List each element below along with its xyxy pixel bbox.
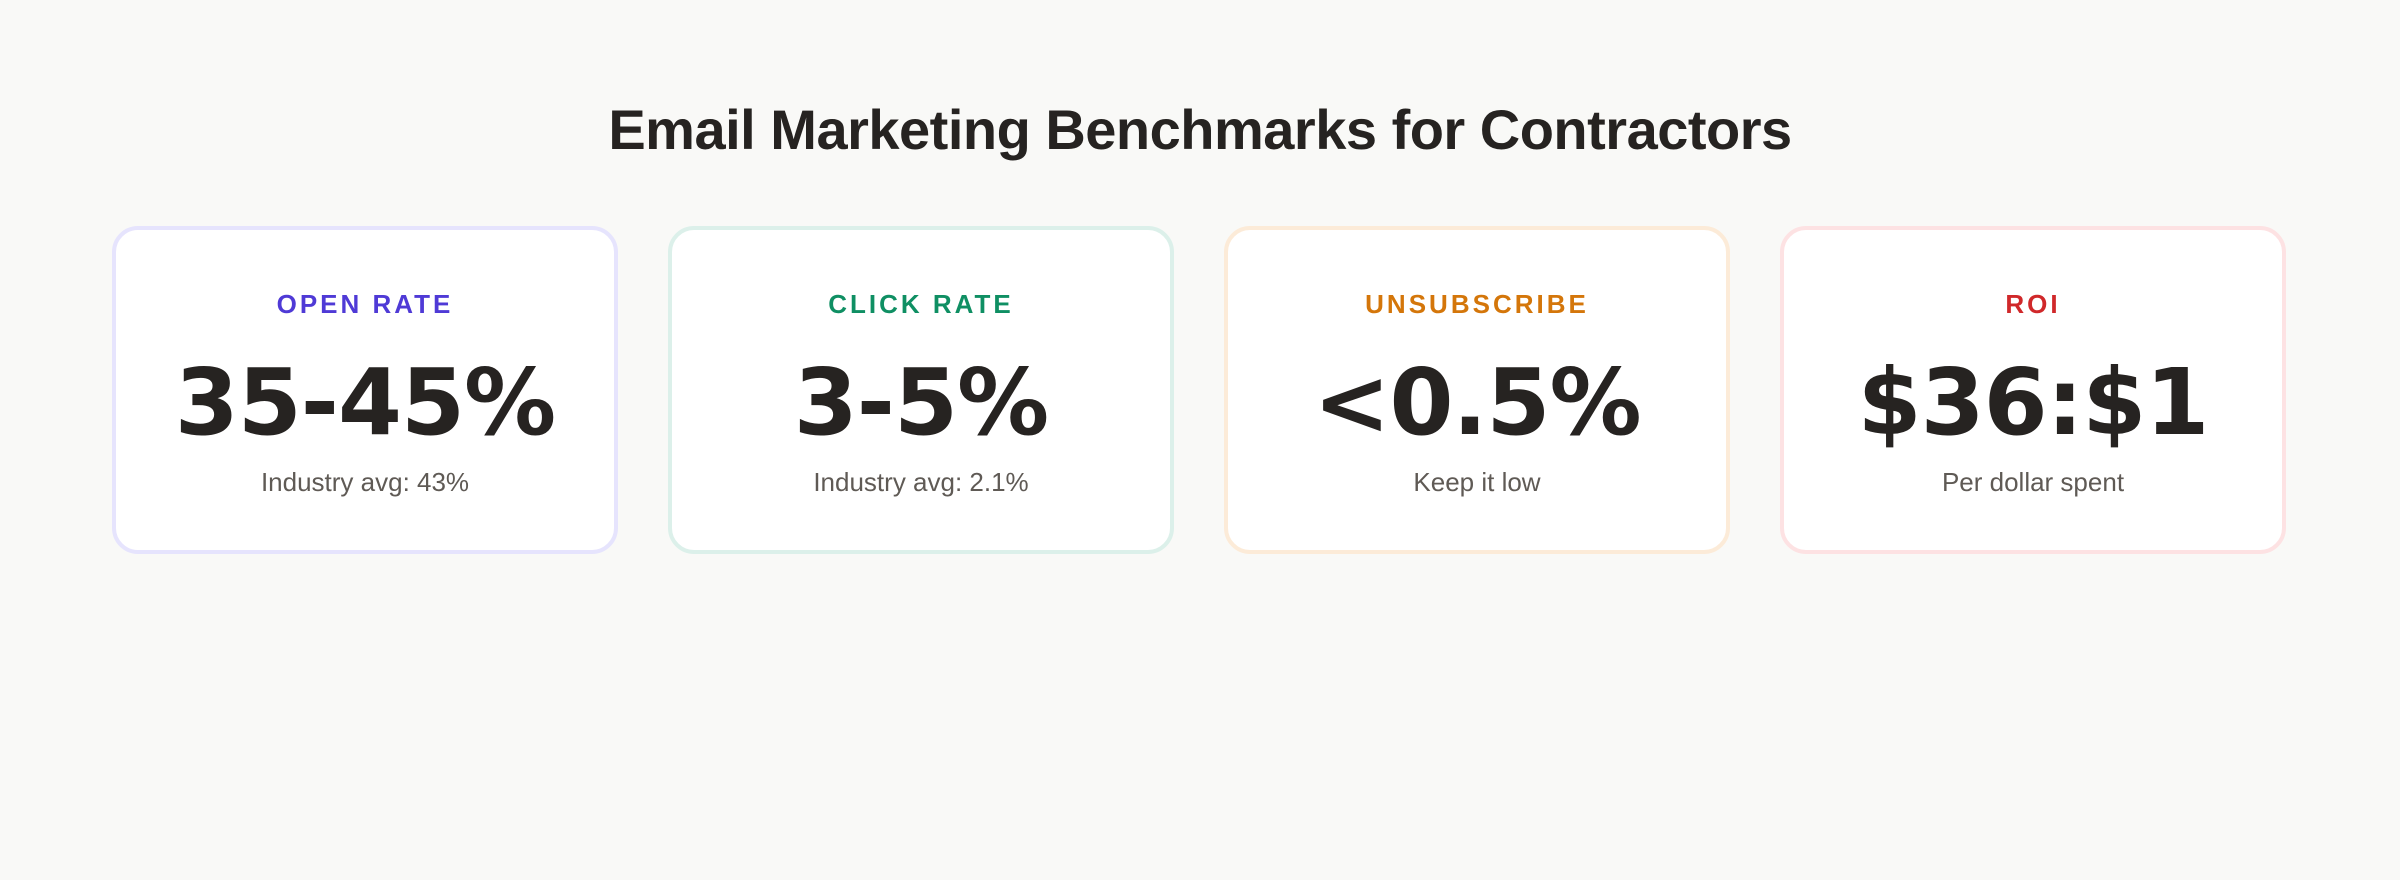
card-subtext: Industry avg: 43% (260, 467, 470, 497)
card-subtext: Keep it low (1413, 467, 1541, 497)
benchmark-card-click-rate: CLICK RATE 3-5% Industry avg: 2.1% (668, 226, 1174, 554)
card-label: ROI (2005, 289, 2061, 319)
card-value: 35-45% (174, 349, 556, 456)
card-value: <0.5% (1313, 349, 1641, 456)
benchmark-cards: OPEN RATE 35-45% Industry avg: 43% CLICK… (112, 226, 2288, 554)
benchmark-card-roi: ROI $36:$1 Per dollar spent (1780, 226, 2286, 554)
card-value: 3-5% (793, 349, 1049, 456)
benchmark-card-open-rate: OPEN RATE 35-45% Industry avg: 43% (112, 226, 618, 554)
card-value: $36:$1 (1857, 349, 2210, 456)
card-label: UNSUBSCRIBE (1365, 289, 1589, 319)
card-label: OPEN RATE (276, 289, 454, 319)
card-subtext: Industry avg: 2.1% (813, 467, 1029, 497)
card-label: CLICK RATE (828, 289, 1014, 319)
benchmark-card-unsubscribe: UNSUBSCRIBE <0.5% Keep it low (1224, 226, 1730, 554)
card-subtext: Per dollar spent (1941, 467, 2125, 497)
page-title: Email Marketing Benchmarks for Contracto… (608, 98, 1792, 161)
